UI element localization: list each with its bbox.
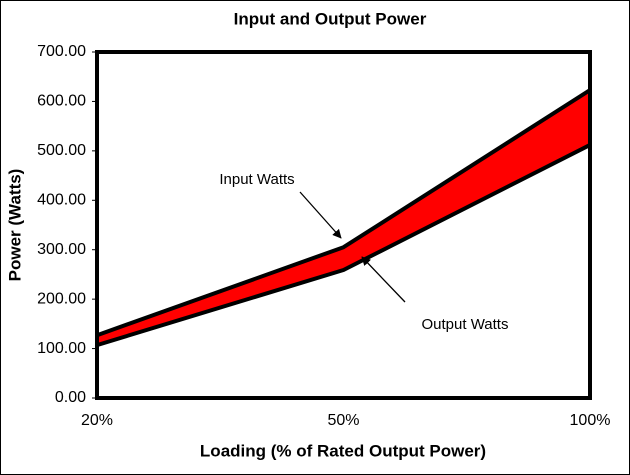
y-tick-label: 500.00 <box>37 142 86 159</box>
x-tick-label: 100% <box>570 412 611 429</box>
x-axis-label: Loading (% of Rated Output Power) <box>200 441 486 460</box>
y-tick-label: 600.00 <box>37 93 86 110</box>
y-tick-label: 700.00 <box>37 43 86 60</box>
series-line <box>96 88 592 338</box>
x-tick-label: 20% <box>81 412 113 429</box>
series-line <box>96 143 591 348</box>
y-tick-label: 0.00 <box>55 389 86 406</box>
y-tick-label: 300.00 <box>37 241 86 258</box>
annotation-arrow <box>299 191 342 239</box>
y-axis-label: Power (Watts) <box>5 169 24 282</box>
y-tick-label: 400.00 <box>37 192 86 209</box>
annotation: Output Watts <box>422 316 509 333</box>
annotation-arrow <box>361 256 406 303</box>
plot-frame <box>95 50 592 400</box>
x-tick-label: 50% <box>327 412 359 429</box>
annotation: Input Watts <box>219 171 294 188</box>
y-tick-label: 100.00 <box>37 340 86 357</box>
y-tick-label: 200.00 <box>37 290 86 307</box>
chart-title: Input and Output Power <box>234 9 427 28</box>
plot-area <box>95 50 592 400</box>
